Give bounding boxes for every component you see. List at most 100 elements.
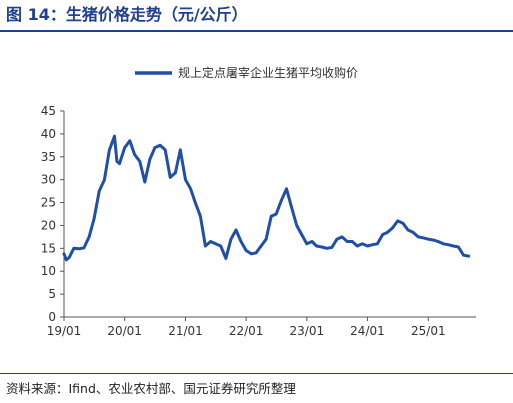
data-point [234,228,238,232]
data-point [209,240,212,243]
y-tick-label: 45 [41,104,56,118]
data-point [204,244,207,248]
data-point [87,235,91,239]
data-point [406,228,410,232]
data-point [103,178,106,181]
data-point [224,257,228,260]
x-tick-label: 25/01 [411,324,446,338]
data-point [396,219,400,223]
data-point [153,146,157,149]
y-tick-label: 0 [48,310,56,324]
data-point [274,212,278,216]
data-point [452,244,455,248]
x-axis: 19/01 20/01 21/01 22/01 23/01 24/01 25/01 [47,316,476,338]
data-point [280,199,283,202]
data-point [335,237,339,241]
data-point [269,215,273,218]
data-point [300,233,304,236]
data-point [244,249,248,252]
y-tick-label: 35 [41,150,56,164]
line-chart: 0 5 10 15 20 25 30 35 40 45 19/01 20/01 21/01 22/01 2… [41,65,476,338]
y-tick-label: 25 [41,196,56,210]
data-point [386,231,389,234]
data-point [123,146,126,149]
legend-label: 规上定点屠宰企业生猪平均收购价 [178,65,358,80]
data-point [411,231,415,234]
data-point [320,245,324,249]
data-point [356,244,359,248]
x-tick-label: 22/01 [229,324,264,338]
data-point [189,187,192,191]
data-point [325,247,329,250]
y-axis: 0 5 10 15 20 25 30 35 40 45 [41,104,65,324]
data-point [446,243,450,246]
legend: 规上定点屠宰企业生猪平均收购价 [135,65,358,80]
data-point [457,245,460,249]
data-point [179,148,182,152]
data-point [143,180,147,184]
series-line [62,134,471,262]
data-point [401,221,405,225]
data-point [199,215,202,218]
data-point [158,144,162,147]
source-note: 资料来源：Ifind、农业农村部、国元证券研究所整理 [6,381,296,396]
data-point [259,244,263,248]
data-point [174,171,177,175]
data-point [340,235,344,239]
data-point [184,178,187,181]
data-point [310,240,314,243]
data-point [345,240,349,243]
data-point [77,247,81,251]
data-point [371,243,374,246]
data-point [376,242,379,246]
data-point [168,176,172,179]
data-point [361,242,364,246]
x-tick-label: 20/01 [107,324,142,338]
data-point [133,153,136,156]
data-point [254,251,258,255]
data-point [305,242,309,246]
data-point [97,189,101,193]
data-point [229,237,233,241]
data-point [115,160,119,163]
data-point [128,139,132,143]
x-tick-label: 24/01 [350,324,385,338]
data-point [427,237,430,241]
data-point [462,253,465,257]
data-point [350,240,354,243]
data-point [381,233,384,236]
series-layer [62,134,471,262]
data-point [467,254,471,258]
data-point [285,187,288,191]
data-point [113,134,116,138]
data-point [239,240,243,243]
y-tick-label: 15 [41,241,56,255]
data-point [148,157,152,161]
y-tick-label: 40 [41,127,56,141]
data-point [67,256,71,259]
data-point [442,242,445,246]
data-point [295,224,299,227]
data-point [421,236,425,240]
data-point [330,246,334,249]
x-tick-label: 19/01 [47,324,82,338]
y-tick-label: 20 [41,218,56,232]
data-point [118,162,121,165]
data-point [108,148,111,152]
x-tick-label: 21/01 [168,324,203,338]
data-point [436,240,440,243]
x-tick-label: 23/01 [290,324,325,338]
data-point [65,258,68,262]
data-point [416,235,420,239]
data-point [163,148,167,152]
data-point [432,238,435,242]
data-point [92,217,96,220]
data-point [214,242,217,246]
y-tick-label: 5 [48,287,56,301]
data-point [290,205,293,209]
data-point [219,244,222,248]
data-point [250,252,253,256]
data-point [391,226,395,229]
y-tick-label: 30 [41,173,56,187]
data-point [194,201,197,204]
